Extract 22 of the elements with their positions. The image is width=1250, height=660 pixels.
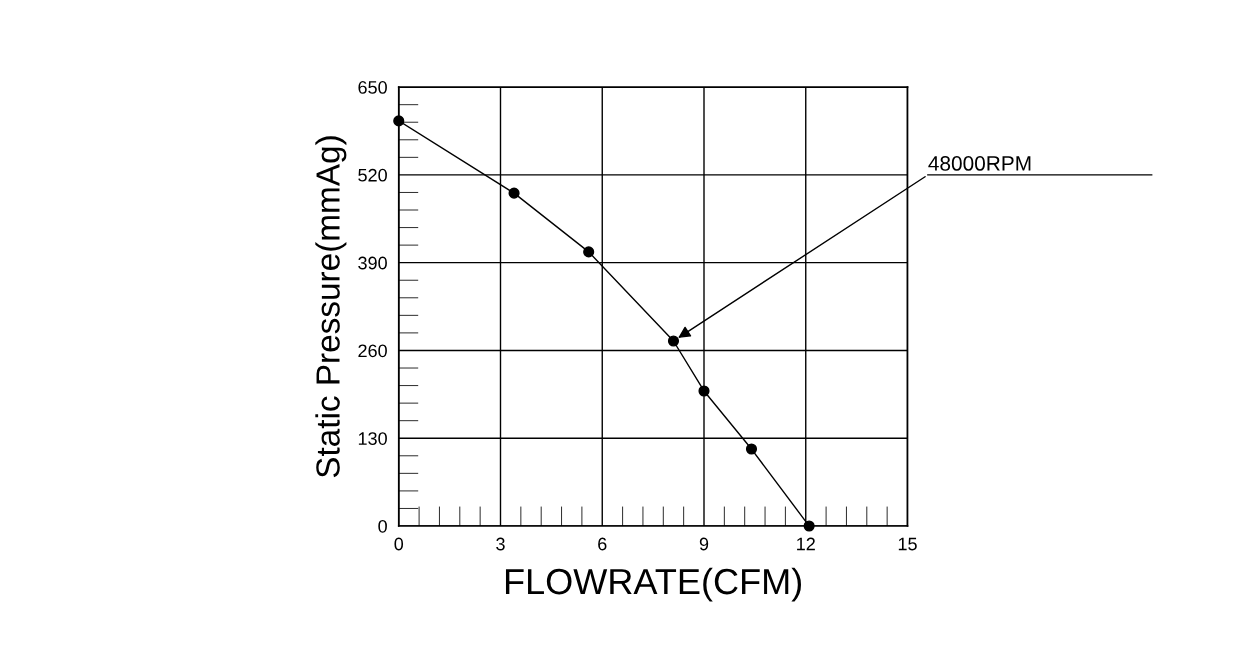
- x-tick-label: 3: [496, 537, 505, 551]
- y-tick-label: 650: [358, 81, 387, 94]
- point: [745, 443, 758, 455]
- x-axis-title: FLOWRATE(CFM): [505, 567, 801, 602]
- x-tick-label: 6: [598, 537, 607, 551]
- point: [508, 187, 520, 199]
- x-tick-label: 12: [797, 537, 815, 551]
- y-tick-label: 130: [358, 432, 387, 445]
- point: [803, 520, 815, 532]
- point: [698, 385, 710, 397]
- y-tick-label: 0: [378, 519, 387, 533]
- x-tick-label: 9: [699, 537, 709, 551]
- annotation: 48000RPM: [928, 156, 1031, 171]
- y-tick-label: 390: [358, 256, 387, 270]
- y-axis-title: Static Pressure(mmAg): [315, 136, 347, 478]
- y-tick-label: 260: [358, 344, 387, 358]
- x-tick-label: 0: [394, 537, 404, 551]
- y-tick-label: 520: [358, 168, 387, 182]
- point: [667, 335, 680, 347]
- x-tick-label: 15: [898, 537, 917, 551]
- point: [393, 115, 405, 127]
- point: [583, 246, 595, 258]
